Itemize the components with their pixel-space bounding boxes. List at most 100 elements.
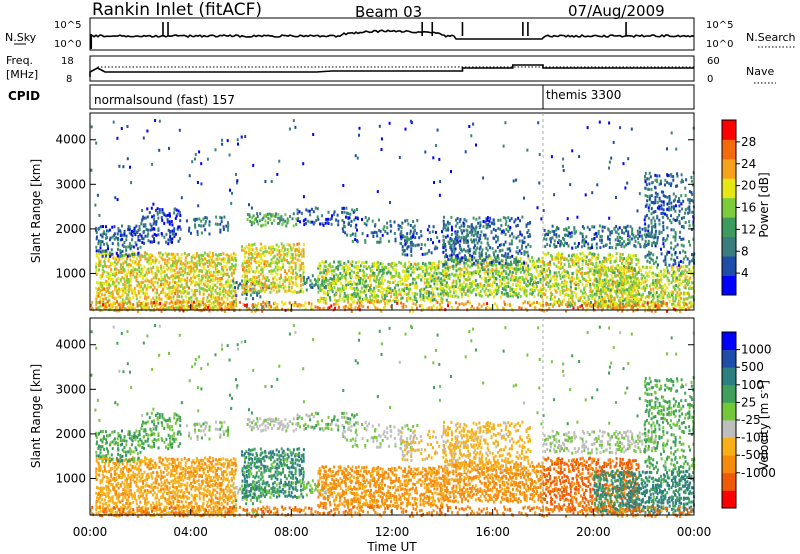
- power-echo: [672, 178, 675, 182]
- power-echo: [234, 259, 237, 263]
- power-echo: [495, 283, 498, 286]
- power-echo: [194, 288, 196, 292]
- power-echo: [264, 281, 267, 285]
- power-echo: [201, 254, 204, 257]
- power-echo: [343, 291, 346, 295]
- power-echo: [407, 297, 410, 301]
- power-echo: [686, 279, 689, 282]
- power-echo: [244, 275, 247, 279]
- power-echo: [581, 238, 584, 242]
- power-echo: [496, 245, 499, 249]
- power-echo: [105, 236, 108, 240]
- power-echo: [270, 282, 273, 286]
- power-echo: [214, 264, 217, 268]
- power-echo: [162, 287, 164, 291]
- power-echo: [227, 221, 229, 225]
- power-echo: [549, 269, 552, 273]
- power-echo: [672, 207, 675, 211]
- power-echo: [658, 207, 661, 211]
- power-echo: [269, 262, 272, 265]
- power-echo: [666, 294, 669, 298]
- power-echo: [333, 281, 336, 285]
- power-echo: [622, 289, 625, 293]
- power-echo: [300, 249, 303, 253]
- power-echo: [677, 261, 680, 265]
- power-echo: [284, 247, 287, 251]
- power-echo: [152, 260, 155, 264]
- power-echo: [627, 261, 630, 265]
- power-echo: [256, 215, 259, 218]
- power-echo: [181, 269, 184, 273]
- power-echo: [527, 257, 530, 261]
- power-echo: [463, 277, 466, 281]
- power-echo: [376, 268, 379, 271]
- power-echo: [462, 248, 465, 252]
- power-echo: [660, 300, 663, 304]
- power-echo: [587, 263, 590, 267]
- power-echo: [491, 267, 494, 271]
- power-echo: [365, 297, 368, 300]
- power-echo: [619, 236, 621, 239]
- power-echo: [654, 210, 657, 213]
- power-echo: [129, 297, 132, 300]
- power-echo: [277, 266, 280, 270]
- power-echo: [589, 286, 592, 290]
- power-echo: [488, 261, 491, 265]
- nave-tick-top: 60: [707, 56, 720, 67]
- power-echo: [572, 263, 575, 267]
- power-echo: [103, 270, 106, 274]
- power-echo: [648, 252, 651, 256]
- power-echo: [672, 263, 675, 267]
- power-echo: [622, 298, 624, 302]
- power-echo: [173, 234, 176, 238]
- power-echo: [609, 288, 612, 292]
- power-echo: [440, 272, 443, 276]
- power-echo: [354, 276, 357, 280]
- power-echo: [644, 194, 647, 197]
- power-echo: [474, 263, 477, 267]
- power-echo: [144, 216, 147, 220]
- power-echo: [464, 258, 467, 261]
- power-echo: [478, 293, 481, 297]
- power-echo: [660, 273, 663, 277]
- power-echo: [359, 276, 362, 280]
- power-echo: [141, 241, 144, 244]
- power-echo: [464, 292, 467, 296]
- power-echo: [193, 262, 196, 266]
- nsearch-tick-top: 10^5: [706, 20, 733, 31]
- power-echo: [450, 253, 453, 257]
- power-echo: [172, 280, 174, 284]
- power-echo: [120, 270, 122, 274]
- power-echo: [280, 242, 283, 246]
- power-echo: [637, 258, 640, 262]
- power-echo: [210, 261, 213, 265]
- power-echo: [279, 284, 282, 288]
- power-echo: [261, 286, 264, 290]
- power-echo: [140, 234, 143, 238]
- power-echo: [453, 243, 456, 247]
- power-echo: [128, 280, 130, 284]
- power-echo: [449, 258, 452, 262]
- power-echo: [188, 296, 191, 300]
- power-echo: [568, 274, 570, 278]
- power-echo: [646, 278, 649, 282]
- power-echo: [472, 287, 475, 291]
- power-echo: [537, 259, 540, 263]
- power-echo: [119, 230, 122, 234]
- power-echo: [625, 259, 628, 263]
- power-echo: [495, 285, 498, 289]
- power-echo: [688, 301, 691, 305]
- power-echo: [470, 271, 473, 275]
- power-echo: [111, 293, 114, 297]
- power-echo: [545, 282, 548, 286]
- power-echo: [278, 221, 281, 225]
- power-echo: [507, 281, 510, 285]
- power-echo: [463, 286, 466, 290]
- power-echo: [493, 253, 495, 257]
- power-echo: [510, 242, 513, 246]
- nsky-label: N.Sky: [5, 31, 37, 44]
- power-echo: [325, 271, 328, 275]
- power-echo: [278, 249, 281, 253]
- power-echo: [412, 269, 415, 272]
